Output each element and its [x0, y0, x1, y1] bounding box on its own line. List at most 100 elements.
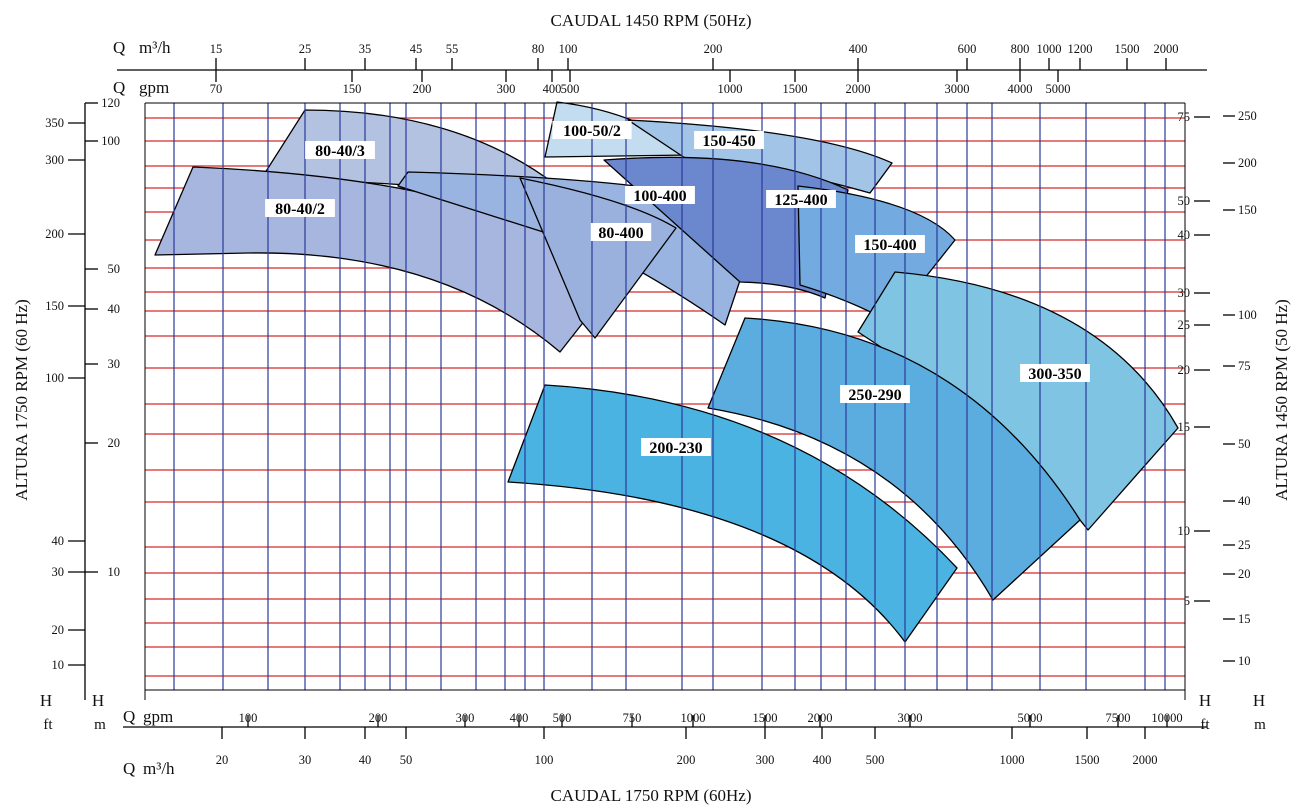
- tick-label: 45: [410, 42, 423, 56]
- top-m3h-tick: 400: [849, 42, 867, 70]
- right-m-tick: 25: [1178, 318, 1210, 332]
- tick-label: 10: [108, 565, 121, 579]
- top-gpm-tick: 1500: [783, 70, 808, 96]
- pump-label-bg: [641, 438, 711, 456]
- bottom-m3h-tick: 40: [359, 727, 371, 767]
- left-ft-tick: 40: [52, 534, 85, 548]
- tick-label: 20: [1178, 363, 1191, 377]
- bottom-m3h-q: Q: [123, 759, 135, 778]
- left-ft-h: H: [40, 691, 52, 710]
- tick-label: 10000: [1151, 711, 1182, 725]
- top-m3h-tick: 100: [559, 42, 577, 70]
- tick-label: 2000: [1154, 42, 1179, 56]
- top-gpm-tick: 400: [543, 70, 561, 96]
- right-ft-unit-under: ft: [1200, 717, 1210, 733]
- tick-label: 200: [677, 753, 696, 767]
- top-m3h-tick: 1000: [1037, 42, 1062, 70]
- top-gpm-tick: 300: [497, 70, 515, 96]
- tick-label: 35: [359, 42, 372, 56]
- tick-label: 40: [1238, 494, 1251, 508]
- tick-label: 75: [1178, 110, 1191, 124]
- tick-label: 1500: [753, 711, 778, 725]
- bottom-gpm-tick: 7500: [1106, 711, 1131, 727]
- top-m3h-tick: 80: [532, 42, 544, 70]
- tick-label: 300: [45, 153, 64, 167]
- tick-label: 1000: [1000, 753, 1025, 767]
- pump-labels: 80-40/3 80-40/2 100-50/2 150-450 100-400 80-4…: [265, 121, 1090, 457]
- tick-label: 50: [108, 262, 121, 276]
- tick-label: 10: [1178, 524, 1191, 538]
- pump-label-100-50/2: 100-50/2: [552, 121, 632, 140]
- top-m3h-tick: 25: [299, 42, 311, 70]
- tick-label: 10: [52, 658, 65, 672]
- bottom-m3h-tick: 100: [535, 727, 553, 767]
- tick-label: 500: [866, 753, 885, 767]
- left-m-tick: 40: [85, 302, 120, 316]
- pump-label-200-230: 200-230: [641, 438, 711, 457]
- top-m3h-tick: 45: [410, 42, 423, 70]
- tick-label: 55: [446, 42, 459, 56]
- left-m-tick: 50: [85, 262, 120, 276]
- tick-label: 1500: [1075, 753, 1100, 767]
- bottom-gpm-tick: 1000: [681, 711, 706, 727]
- right-m-tick: 15: [1178, 420, 1210, 434]
- top-gpm-tick: 200: [413, 70, 431, 96]
- tick-label: 100: [45, 371, 64, 385]
- left-m-tick: 100: [85, 134, 120, 148]
- bottom-m3h-tick: 200: [677, 727, 696, 767]
- tick-label: 5: [1184, 594, 1190, 608]
- pump-label-bg: [766, 190, 836, 208]
- tick-label: 250: [1238, 109, 1257, 123]
- right-ft-tick: 250: [1223, 109, 1257, 123]
- right-m-tick: 40: [1178, 228, 1210, 242]
- bottom-gpm-unit: gpm: [143, 707, 173, 726]
- pump-label-bg: [840, 385, 910, 403]
- tick-label: 25: [1238, 538, 1251, 552]
- tick-label: 300: [456, 711, 475, 725]
- left-ft-tick: 20: [52, 623, 85, 637]
- pump-label-bg: [625, 186, 695, 204]
- pump-label-text: 80-400: [598, 225, 643, 242]
- pump-label-bg: [265, 199, 335, 217]
- bottom-gpm-q: Q: [123, 707, 135, 726]
- bottom-gpm-tick: 5000: [1018, 711, 1043, 727]
- pump-label-bg: [305, 141, 375, 159]
- pump-label-100-400: 100-400: [625, 186, 695, 205]
- pump-regions: [154, 101, 1179, 643]
- top-gpm-tick: 2000: [846, 70, 871, 96]
- tick-label: 1500: [783, 82, 808, 96]
- top-m3h-tick: 2000: [1154, 42, 1179, 70]
- pump-label-text: 80-40/2: [275, 201, 325, 218]
- bottom-gpm-tick: 300: [456, 711, 475, 727]
- top-m3h-tick: 800: [1011, 42, 1029, 70]
- top-gpm-tick: 70: [210, 70, 222, 96]
- right-m-tick: 30: [1178, 286, 1210, 300]
- top-gpm-unit: gpm: [139, 78, 169, 97]
- tick-label: 1000: [1037, 42, 1062, 56]
- left-ft-tick: 350: [45, 116, 85, 130]
- bottom-m3h-tick: 1000: [1000, 727, 1025, 767]
- right-m-tick: 75: [1178, 110, 1210, 124]
- right-ft-tick: 20: [1223, 567, 1251, 581]
- left-ylabel: ALTURA 1750 RPM (60 Hz): [12, 299, 31, 501]
- tick-label: 30: [52, 565, 65, 579]
- left-m-tick: 120: [85, 96, 120, 110]
- right-ft-tick: 200: [1223, 156, 1257, 170]
- right-ft-tick: 15: [1223, 612, 1251, 626]
- tick-label: 3000: [945, 82, 970, 96]
- tick-label: 30: [108, 357, 121, 371]
- pump-label-bg: [855, 235, 925, 253]
- right-m-tick: 20: [1178, 363, 1210, 377]
- tick-label: 2000: [1133, 753, 1158, 767]
- pump-label-80-40/2: 80-40/2: [265, 199, 335, 218]
- tick-label: 500: [553, 711, 572, 725]
- left-ft-tick: 300: [45, 153, 85, 167]
- tick-label: 15: [1178, 420, 1191, 434]
- tick-label: 150: [45, 299, 64, 313]
- top-m3h-q: Q: [113, 38, 125, 57]
- pump-label-300-350: 300-350: [1020, 364, 1090, 383]
- tick-label: 200: [369, 711, 388, 725]
- pump-label-150-450: 150-450: [694, 131, 764, 150]
- tick-label: 15: [1238, 612, 1251, 626]
- top-m3h-tick: 200: [704, 42, 722, 70]
